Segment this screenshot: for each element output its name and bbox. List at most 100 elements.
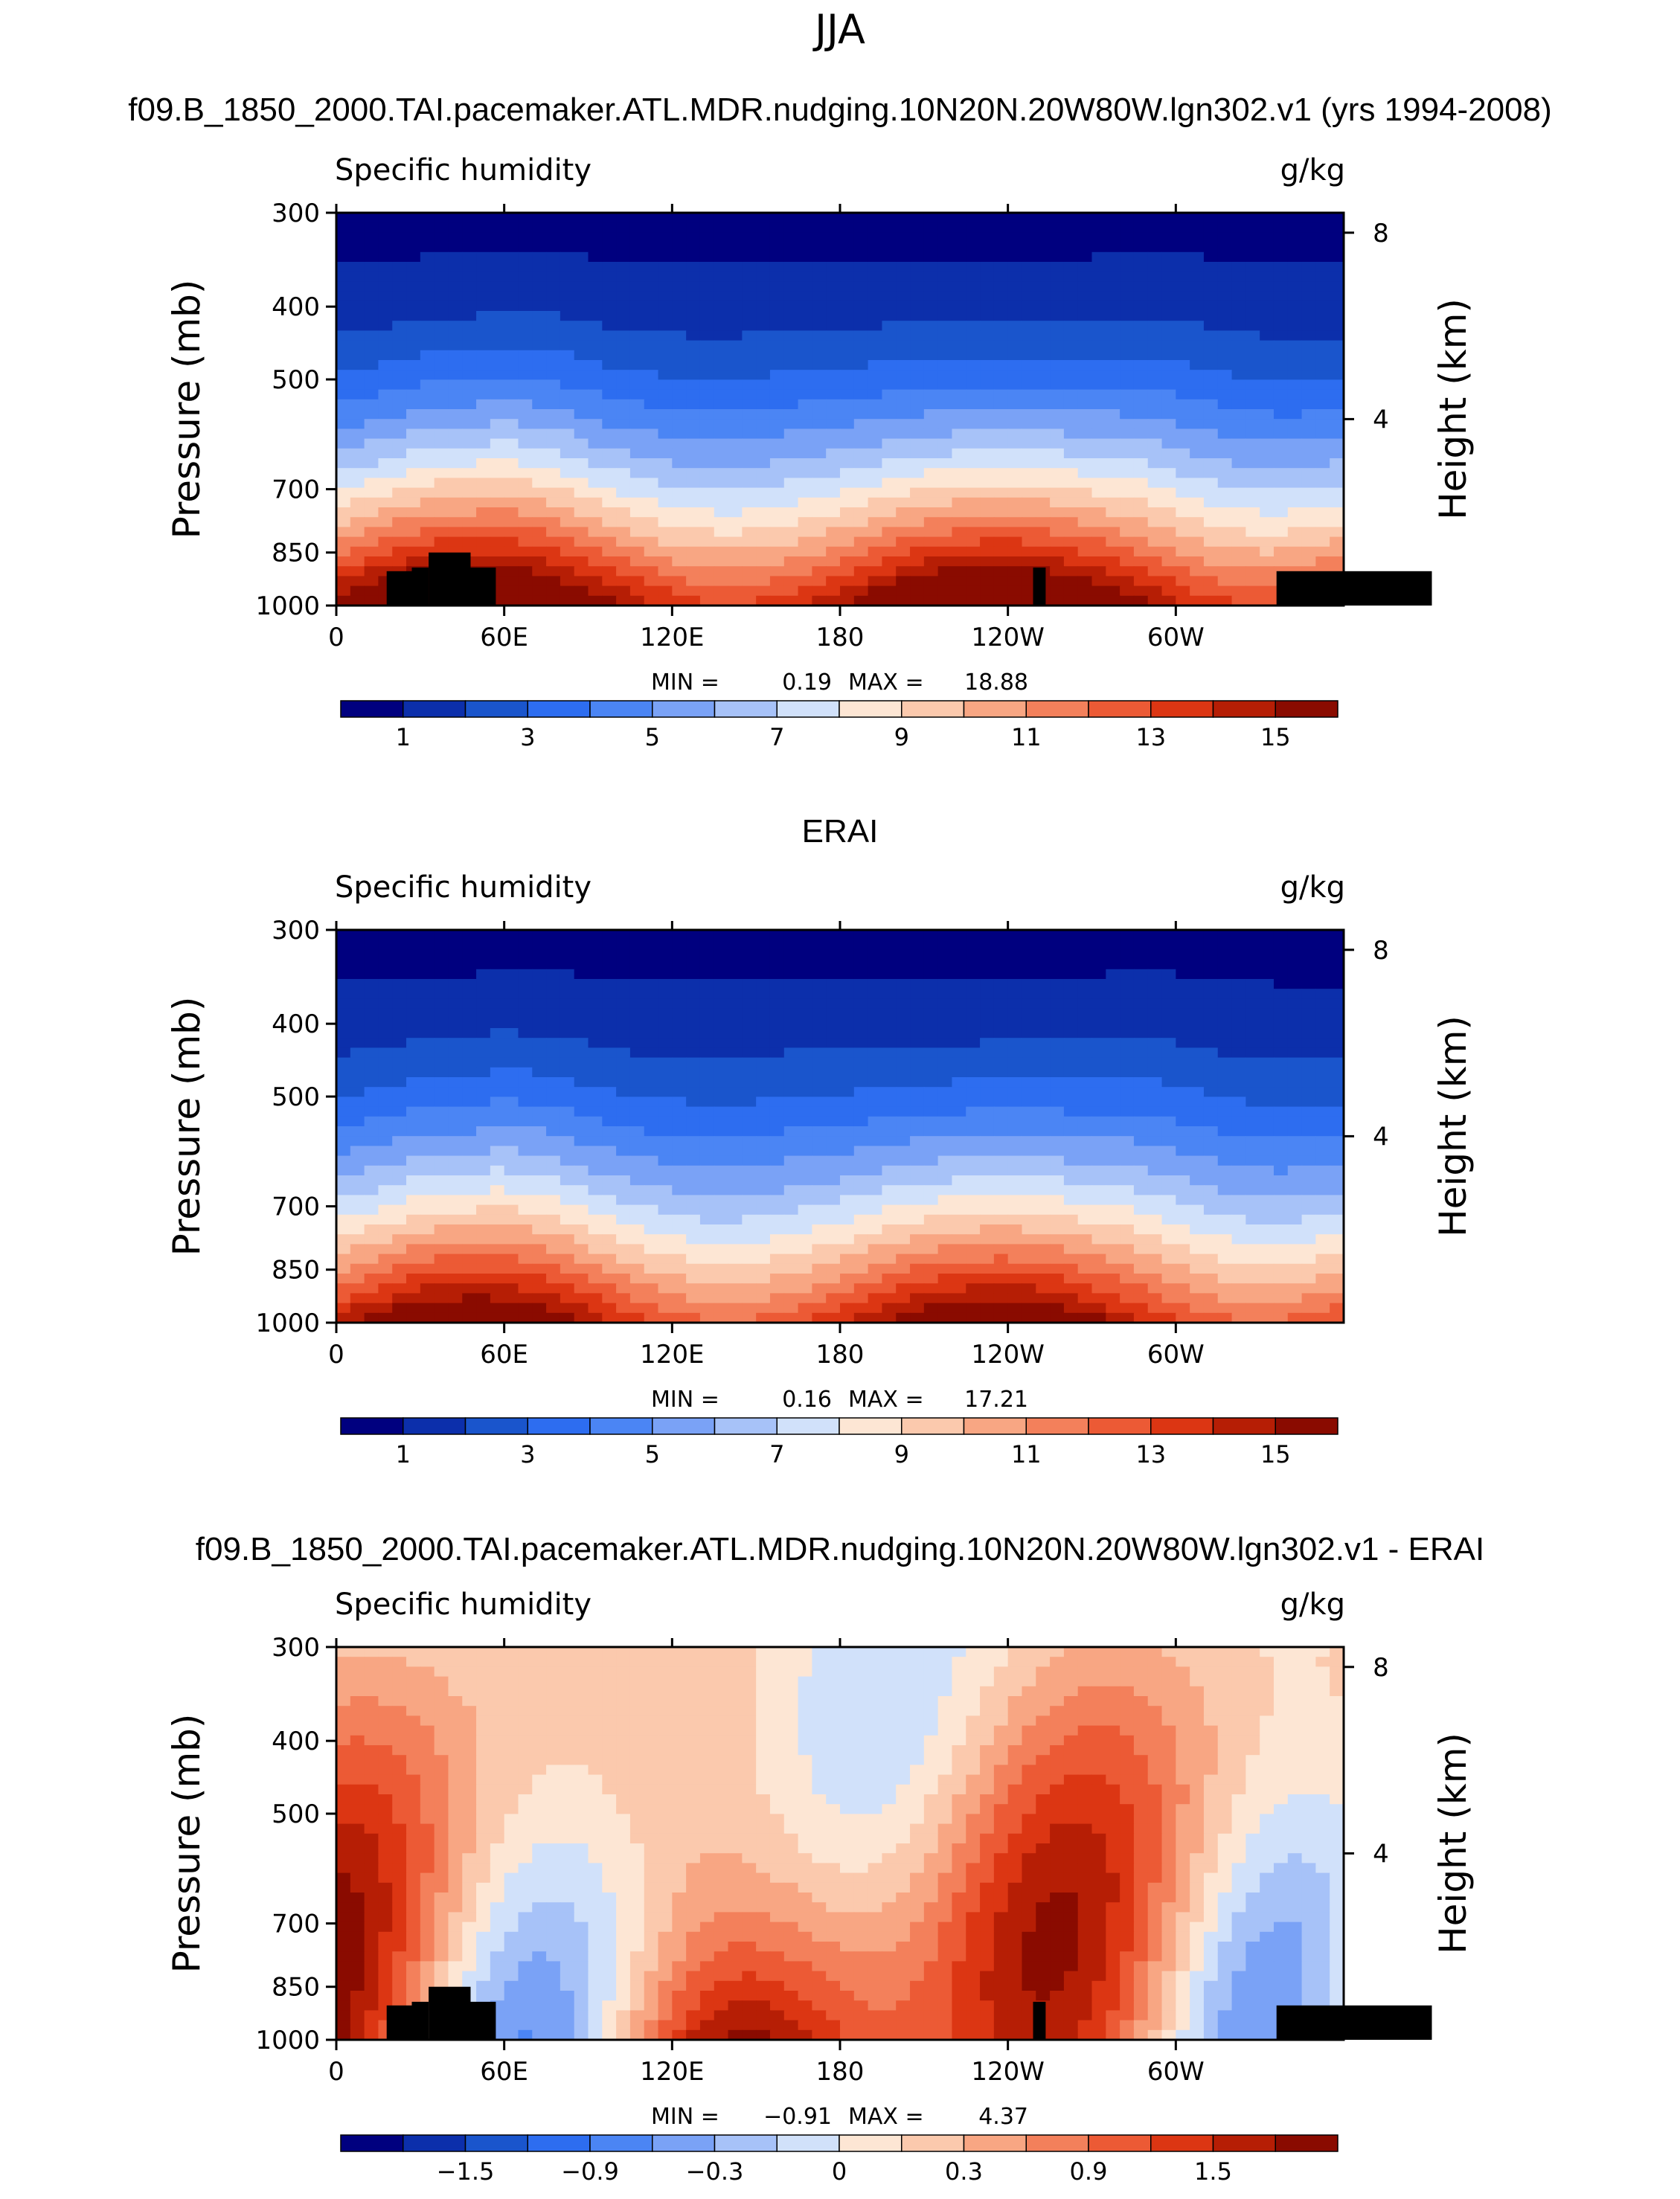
field-cell [1176,330,1190,341]
field-cell [756,379,770,390]
field-cell [1260,409,1274,420]
field-cell [672,566,686,577]
field-cell [1232,252,1246,263]
field-cell [1120,222,1134,233]
field-cell [980,1146,994,1156]
field-cell [1204,507,1218,518]
field-cell [1260,301,1274,312]
field-cell [1190,281,1204,292]
field-cell [392,399,406,410]
field-cell [1190,252,1204,263]
field-cell [1148,390,1162,400]
field-cell [952,488,966,498]
field-cell [938,370,952,380]
field-cell [896,930,910,940]
field-cell [840,1077,854,1088]
field-cell [490,1097,504,1107]
field-cell [854,1028,868,1038]
field-cell [952,556,966,567]
field-cell [910,1009,924,1019]
field-cell [602,301,616,312]
field-cell [728,330,743,341]
field-cell [994,350,1008,361]
field-cell [994,1136,1008,1146]
field-cell [728,232,743,243]
field-cell [1078,586,1092,597]
field-cell [1260,1126,1274,1137]
field-cell [1134,1087,1148,1097]
field-cell [1162,439,1176,449]
field-cell [560,960,574,970]
colorbar-swatch [466,701,528,717]
field-cell [672,449,686,459]
field-cell [868,488,882,498]
field-cell [1092,292,1106,302]
field-cell [476,449,490,459]
field-cell [392,301,406,312]
field-cell [1064,576,1078,586]
field-cell [826,1146,840,1156]
field-cell [1176,232,1190,243]
field-cell [1204,547,1218,557]
field-cell [490,547,504,557]
y-tick-label: 500 [272,365,320,395]
field-cell [1050,949,1064,960]
field-cell [826,478,840,488]
field-cell [448,949,462,960]
field-cell [644,1077,658,1088]
field-cell [658,1107,673,1117]
field-cell [1204,1136,1218,1146]
field-cell [1162,586,1176,597]
field-cell [560,292,574,302]
field-cell [938,468,952,478]
field-cell [448,969,462,980]
field-cell [1022,1185,1036,1195]
field-cell [980,350,994,361]
field-cell [336,1146,350,1156]
field-cell [1232,330,1246,341]
field-cell [966,232,980,243]
field-cell [826,979,840,989]
field-cell [574,949,589,960]
field-cell [406,213,420,223]
field-cell [589,1146,603,1156]
field-cell [420,262,435,272]
field-cell [1008,321,1022,331]
max-value: 18.88 [964,670,1028,696]
field-cell [1008,1077,1022,1088]
field-cell [1064,379,1078,390]
field-cell [574,1185,589,1195]
field-cell [1204,478,1218,488]
field-cell [742,507,756,518]
field-cell [1078,1009,1092,1019]
field-cell [924,222,938,233]
field-cell [365,1087,379,1097]
field-cell [966,989,980,999]
field-cell [630,1009,644,1019]
field-cell [589,321,603,331]
field-cell [392,940,406,950]
field-cell [742,586,756,597]
field-cell [392,449,406,459]
field-cell [1022,1087,1036,1097]
field-cell [966,949,980,960]
field-cell [896,1038,910,1048]
field-cell [462,507,476,518]
field-cell [1288,517,1302,527]
field-cell [966,979,980,989]
field-cell [602,960,616,970]
field-cell [490,321,504,331]
field-cell [826,458,840,469]
field-cell [1260,350,1274,361]
field-cell [504,586,519,597]
field-cell [1064,330,1078,341]
field-cell [770,360,784,370]
field-cell [770,1097,784,1107]
field-cell [1064,272,1078,282]
field-cell [1008,232,1022,243]
field-cell [1148,399,1162,410]
field-cell [616,243,630,253]
field-cell [1288,1068,1302,1078]
field-cell [630,399,644,410]
field-cell [714,1107,728,1117]
